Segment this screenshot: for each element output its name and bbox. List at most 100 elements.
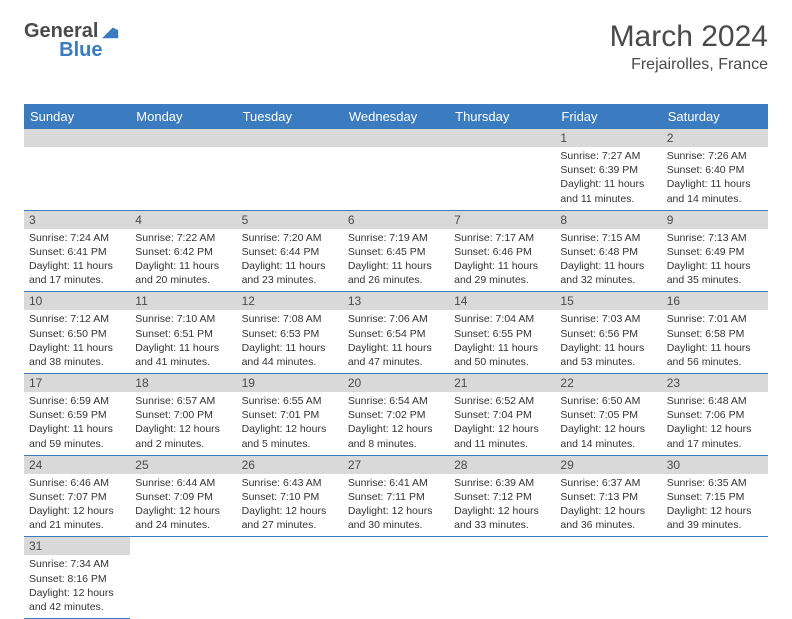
day-number: 26 (237, 456, 343, 474)
day-number: 14 (449, 292, 555, 310)
day-body: Sunrise: 7:10 AMSunset: 6:51 PMDaylight:… (130, 310, 236, 373)
calendar-day-cell: 20Sunrise: 6:54 AMSunset: 7:02 PMDayligh… (343, 374, 449, 456)
logo-stack: General Blue (24, 20, 120, 62)
calendar-day-cell: 12Sunrise: 7:08 AMSunset: 6:53 PMDayligh… (237, 292, 343, 374)
calendar-day-cell: 1Sunrise: 7:27 AMSunset: 6:39 PMDaylight… (555, 129, 661, 210)
day-number: 31 (24, 537, 130, 555)
day-body: Sunrise: 6:44 AMSunset: 7:09 PMDaylight:… (130, 474, 236, 537)
empty-day-header (449, 129, 555, 147)
calendar-day-cell: 13Sunrise: 7:06 AMSunset: 6:54 PMDayligh… (343, 292, 449, 374)
header: General March 2024 Frejairolles, France (24, 20, 768, 74)
empty-day-header (24, 129, 130, 147)
day-number: 25 (130, 456, 236, 474)
empty-day-header (237, 129, 343, 147)
weekday-header: Wednesday (343, 104, 449, 129)
day-body: Sunrise: 7:27 AMSunset: 6:39 PMDaylight:… (555, 147, 661, 210)
day-body: Sunrise: 6:52 AMSunset: 7:04 PMDaylight:… (449, 392, 555, 455)
calendar-day-cell: 3Sunrise: 7:24 AMSunset: 6:41 PMDaylight… (24, 210, 130, 292)
day-body: Sunrise: 7:22 AMSunset: 6:42 PMDaylight:… (130, 229, 236, 292)
calendar-day-cell: 30Sunrise: 6:35 AMSunset: 7:15 PMDayligh… (662, 455, 768, 537)
day-body: Sunrise: 6:57 AMSunset: 7:00 PMDaylight:… (130, 392, 236, 455)
day-body: Sunrise: 6:35 AMSunset: 7:15 PMDaylight:… (662, 474, 768, 537)
day-number: 6 (343, 211, 449, 229)
calendar-day-cell (449, 537, 555, 619)
day-number: 15 (555, 292, 661, 310)
day-number: 19 (237, 374, 343, 392)
calendar-day-cell: 14Sunrise: 7:04 AMSunset: 6:55 PMDayligh… (449, 292, 555, 374)
day-body: Sunrise: 7:06 AMSunset: 6:54 PMDaylight:… (343, 310, 449, 373)
day-number: 30 (662, 456, 768, 474)
calendar-day-cell: 6Sunrise: 7:19 AMSunset: 6:45 PMDaylight… (343, 210, 449, 292)
day-number: 21 (449, 374, 555, 392)
month-title: March 2024 (610, 20, 768, 54)
calendar-day-cell: 28Sunrise: 6:39 AMSunset: 7:12 PMDayligh… (449, 455, 555, 537)
day-number: 2 (662, 129, 768, 147)
calendar-day-cell: 25Sunrise: 6:44 AMSunset: 7:09 PMDayligh… (130, 455, 236, 537)
calendar-week-row: 31Sunrise: 7:34 AMSunset: 8:16 PMDayligh… (24, 537, 768, 619)
day-number: 4 (130, 211, 236, 229)
day-number: 22 (555, 374, 661, 392)
weekday-header: Thursday (449, 104, 555, 129)
weekday-header: Tuesday (237, 104, 343, 129)
calendar-day-cell: 8Sunrise: 7:15 AMSunset: 6:48 PMDaylight… (555, 210, 661, 292)
calendar-day-cell: 26Sunrise: 6:43 AMSunset: 7:10 PMDayligh… (237, 455, 343, 537)
day-body: Sunrise: 7:04 AMSunset: 6:55 PMDaylight:… (449, 310, 555, 373)
empty-day-header (130, 129, 236, 147)
calendar-day-cell (24, 129, 130, 210)
location-label: Frejairolles, France (610, 56, 768, 74)
calendar-day-cell: 29Sunrise: 6:37 AMSunset: 7:13 PMDayligh… (555, 455, 661, 537)
weekday-header: Friday (555, 104, 661, 129)
day-number: 27 (343, 456, 449, 474)
day-number: 28 (449, 456, 555, 474)
day-body: Sunrise: 6:39 AMSunset: 7:12 PMDaylight:… (449, 474, 555, 537)
day-number: 10 (24, 292, 130, 310)
calendar-day-cell: 23Sunrise: 6:48 AMSunset: 7:06 PMDayligh… (662, 374, 768, 456)
calendar-day-cell (130, 129, 236, 210)
day-body: Sunrise: 6:37 AMSunset: 7:13 PMDaylight:… (555, 474, 661, 537)
calendar-day-cell: 19Sunrise: 6:55 AMSunset: 7:01 PMDayligh… (237, 374, 343, 456)
calendar-day-cell: 18Sunrise: 6:57 AMSunset: 7:00 PMDayligh… (130, 374, 236, 456)
day-body: Sunrise: 6:54 AMSunset: 7:02 PMDaylight:… (343, 392, 449, 455)
day-number: 9 (662, 211, 768, 229)
calendar-week-row: 3Sunrise: 7:24 AMSunset: 6:41 PMDaylight… (24, 210, 768, 292)
calendar-week-row: 1Sunrise: 7:27 AMSunset: 6:39 PMDaylight… (24, 129, 768, 210)
day-number: 13 (343, 292, 449, 310)
day-number: 8 (555, 211, 661, 229)
calendar-day-cell: 7Sunrise: 7:17 AMSunset: 6:46 PMDaylight… (449, 210, 555, 292)
calendar-day-cell: 5Sunrise: 7:20 AMSunset: 6:44 PMDaylight… (237, 210, 343, 292)
day-body: Sunrise: 6:43 AMSunset: 7:10 PMDaylight:… (237, 474, 343, 537)
day-number: 7 (449, 211, 555, 229)
day-body: Sunrise: 7:01 AMSunset: 6:58 PMDaylight:… (662, 310, 768, 373)
weekday-header: Sunday (24, 104, 130, 129)
day-body: Sunrise: 7:19 AMSunset: 6:45 PMDaylight:… (343, 229, 449, 292)
day-body: Sunrise: 6:59 AMSunset: 6:59 PMDaylight:… (24, 392, 130, 455)
empty-day-header (343, 129, 449, 147)
day-number: 16 (662, 292, 768, 310)
day-body: Sunrise: 7:26 AMSunset: 6:40 PMDaylight:… (662, 147, 768, 210)
calendar-week-row: 24Sunrise: 6:46 AMSunset: 7:07 PMDayligh… (24, 455, 768, 537)
day-body: Sunrise: 7:13 AMSunset: 6:49 PMDaylight:… (662, 229, 768, 292)
day-body: Sunrise: 6:46 AMSunset: 7:07 PMDaylight:… (24, 474, 130, 537)
day-number: 11 (130, 292, 236, 310)
day-body: Sunrise: 6:48 AMSunset: 7:06 PMDaylight:… (662, 392, 768, 455)
calendar-day-cell: 2Sunrise: 7:26 AMSunset: 6:40 PMDaylight… (662, 129, 768, 210)
calendar-day-cell (662, 537, 768, 619)
logo-flag-icon-2 (102, 25, 120, 39)
calendar-day-cell (343, 129, 449, 210)
day-body: Sunrise: 7:34 AMSunset: 8:16 PMDaylight:… (24, 555, 130, 618)
calendar-day-cell: 27Sunrise: 6:41 AMSunset: 7:11 PMDayligh… (343, 455, 449, 537)
calendar-day-cell (343, 537, 449, 619)
weekday-header: Monday (130, 104, 236, 129)
calendar-day-cell (449, 129, 555, 210)
calendar-day-cell: 9Sunrise: 7:13 AMSunset: 6:49 PMDaylight… (662, 210, 768, 292)
weekday-header: Saturday (662, 104, 768, 129)
calendar-table: SundayMondayTuesdayWednesdayThursdayFrid… (24, 104, 768, 619)
calendar-day-cell: 10Sunrise: 7:12 AMSunset: 6:50 PMDayligh… (24, 292, 130, 374)
day-body: Sunrise: 7:03 AMSunset: 6:56 PMDaylight:… (555, 310, 661, 373)
day-body: Sunrise: 7:24 AMSunset: 6:41 PMDaylight:… (24, 229, 130, 292)
calendar-day-cell (237, 537, 343, 619)
calendar-day-cell: 11Sunrise: 7:10 AMSunset: 6:51 PMDayligh… (130, 292, 236, 374)
day-number: 18 (130, 374, 236, 392)
day-body: Sunrise: 6:55 AMSunset: 7:01 PMDaylight:… (237, 392, 343, 455)
calendar-day-cell: 15Sunrise: 7:03 AMSunset: 6:56 PMDayligh… (555, 292, 661, 374)
